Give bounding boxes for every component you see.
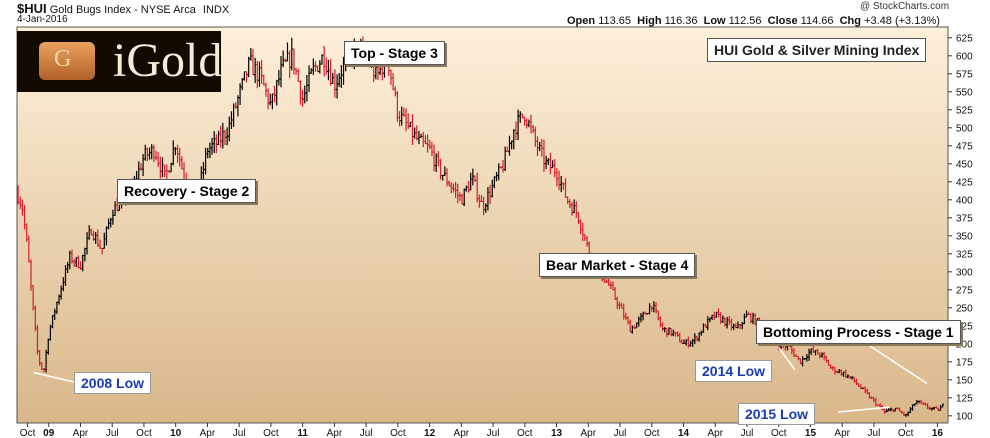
label-2015-low: 2015 Low <box>738 403 816 425</box>
y-tick-label: 600 <box>956 51 973 62</box>
annotation-leader-line <box>778 346 796 371</box>
label-2008-low: 2008 Low <box>74 372 152 394</box>
open-value: 113.65 <box>598 15 632 27</box>
y-tick-label: 400 <box>956 195 973 206</box>
x-tick-label: Jul <box>741 428 754 438</box>
x-tick-label: Oct <box>263 428 279 438</box>
y-axis-ticks: 100 125 150 175 200 225 250 275 300 325 350 375 400 4… <box>948 33 973 422</box>
exchange: INDX <box>202 4 230 16</box>
y-tick-label: 350 <box>956 231 973 242</box>
x-tick-label: 15 <box>805 428 817 438</box>
x-tick-label: Apr <box>454 428 470 438</box>
x-tick-label: Apr <box>834 428 850 438</box>
x-tick-label: Jul <box>614 428 627 438</box>
y-tick-label: 425 <box>956 177 973 188</box>
high-value: 116.36 <box>664 15 698 27</box>
chg-value: +3.48 (+3.13%) <box>864 15 940 27</box>
high-label: High <box>637 15 662 27</box>
y-tick-label: 200 <box>956 339 973 350</box>
logo-mark-letter: G <box>54 46 72 72</box>
chart-date: 4-Jan-2016 <box>17 14 68 25</box>
index-title: HUI Gold & Silver Mining Index <box>707 38 927 62</box>
chg-label: Chg <box>839 15 861 27</box>
x-tick-label: Apr <box>581 428 597 438</box>
low-label: Low <box>703 15 726 27</box>
x-tick-label: Oct <box>898 428 914 438</box>
annotation-bottoming: Bottoming Process - Stage 1 <box>756 320 961 344</box>
x-tick-label: 16 <box>932 428 944 438</box>
open-label: Open <box>567 15 596 27</box>
x-axis-ticks: Oct 09 Apr Jul Oct 10 Apr Jul Oct 11 Apr Jul Oct 12 Ap… <box>20 423 944 438</box>
low-value: 112.56 <box>728 15 762 27</box>
y-tick-label: 300 <box>956 267 973 278</box>
x-tick-label: Jul <box>487 428 500 438</box>
copyright: @ StockCharts.com <box>860 1 950 12</box>
x-tick-label: Oct <box>390 428 406 438</box>
close-label: Close <box>767 15 798 27</box>
x-tick-label: Jul <box>868 428 881 438</box>
close-value: 114.66 <box>800 15 834 27</box>
x-tick-label: 13 <box>551 428 563 438</box>
annotation-leader-line <box>33 371 75 383</box>
y-tick-label: 550 <box>956 87 973 98</box>
ohlc-readout: Open 113.65 High 116.36 Low 112.56 Close… <box>567 15 940 27</box>
y-tick-label: 325 <box>956 249 973 260</box>
x-tick-label: Oct <box>644 428 660 438</box>
annotation-leaders <box>33 343 928 413</box>
y-tick-label: 625 <box>956 33 973 44</box>
label-2014-low: 2014 Low <box>695 360 773 382</box>
x-tick-label: Oct <box>517 428 533 438</box>
chart-symbol-line: $HUI Gold Bugs Index - NYSE Arca INDX <box>17 1 229 16</box>
igold-logo: G iGold <box>17 31 223 92</box>
annotation-leader-line <box>837 406 890 413</box>
x-tick-label: 12 <box>424 428 436 438</box>
x-tick-label: Apr <box>327 428 343 438</box>
index-name: Gold Bugs Index - NYSE Arca <box>49 4 196 16</box>
annotation-leader-line <box>866 343 928 385</box>
y-tick-label: 525 <box>956 105 973 116</box>
annotation-recovery: Recovery - Stage 2 <box>117 179 257 203</box>
y-tick-label: 150 <box>956 375 973 386</box>
symbol: $HUI <box>17 1 47 16</box>
annotation-bear: Bear Market - Stage 4 <box>539 253 696 277</box>
y-tick-label: 250 <box>956 303 973 314</box>
x-tick-label: Oct <box>20 428 36 438</box>
x-tick-label: Oct <box>136 428 152 438</box>
x-tick-label: Jul <box>360 428 373 438</box>
x-tick-label: Jul <box>106 428 119 438</box>
y-tick-label: 475 <box>956 141 973 152</box>
x-tick-label: 14 <box>678 428 690 438</box>
x-tick-label: Apr <box>200 428 216 438</box>
x-tick-label: Apr <box>707 428 723 438</box>
y-tick-label: 275 <box>956 285 973 296</box>
ohlc-bar <box>941 403 945 408</box>
x-tick-label: 09 <box>43 428 55 438</box>
x-tick-label: Jul <box>233 428 246 438</box>
logo-text: iGold <box>113 34 223 87</box>
annotation-top: Top - Stage 3 <box>344 41 445 65</box>
x-tick-label: 11 <box>297 428 308 438</box>
plot-background <box>16 26 949 424</box>
y-tick-label: 500 <box>956 123 973 134</box>
y-tick-label: 575 <box>956 69 973 80</box>
y-tick-label: 100 <box>956 411 973 422</box>
x-tick-label: 10 <box>170 428 182 438</box>
y-tick-label: 125 <box>956 393 973 404</box>
x-tick-label: Apr <box>73 428 89 438</box>
gold-bar-icon: G <box>39 42 95 80</box>
y-tick-label: 375 <box>956 213 973 224</box>
y-tick-label: 450 <box>956 159 973 170</box>
y-tick-label: 175 <box>956 357 973 368</box>
y-tick-label: 225 <box>956 321 973 332</box>
x-tick-label: Oct <box>771 428 787 438</box>
